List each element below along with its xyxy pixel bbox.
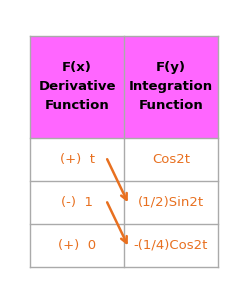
Bar bbox=[124, 36, 218, 138]
Text: (-)  1: (-) 1 bbox=[61, 196, 93, 209]
Text: F(y)
Integration
Function: F(y) Integration Function bbox=[129, 61, 213, 112]
Bar bbox=[30, 36, 124, 138]
Text: (+)  0: (+) 0 bbox=[58, 239, 96, 252]
Text: F(x)
Derivative
Function: F(x) Derivative Function bbox=[38, 61, 116, 112]
Bar bbox=[30, 224, 218, 267]
Text: Cos2t: Cos2t bbox=[152, 153, 190, 166]
Text: -(1/4)Cos2t: -(1/4)Cos2t bbox=[134, 239, 208, 252]
Bar bbox=[30, 138, 218, 181]
Bar bbox=[30, 181, 218, 224]
Text: (1/2)Sin2t: (1/2)Sin2t bbox=[138, 196, 204, 209]
Text: (+)  t: (+) t bbox=[60, 153, 95, 166]
